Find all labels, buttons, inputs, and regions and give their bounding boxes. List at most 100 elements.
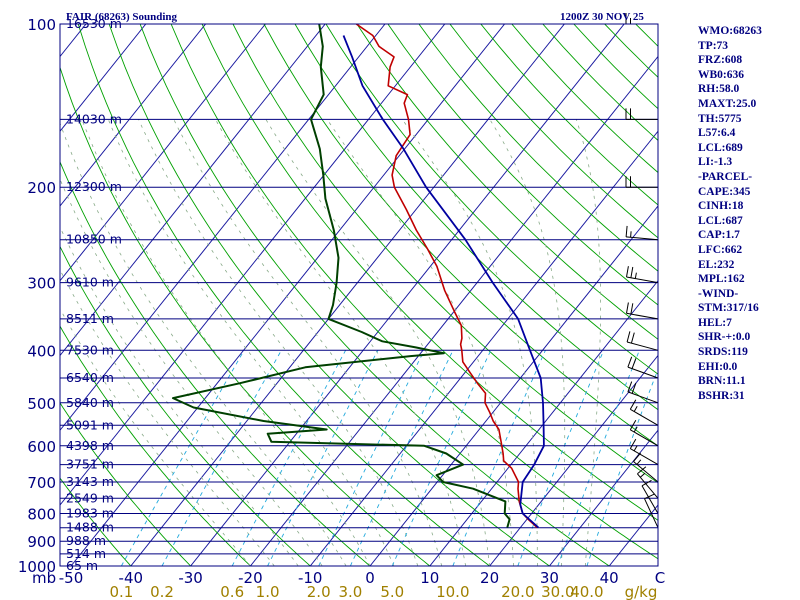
temperature-unit-label: C: [655, 569, 665, 587]
mixing-ratio-line: [121, 350, 245, 566]
isotherm-line: [130, 24, 565, 566]
wind-barb: [627, 381, 659, 404]
isotherm-line: [60, 24, 386, 432]
wind-barb: [641, 479, 659, 514]
height-label: 514 m: [66, 546, 106, 561]
pressure-tick-label: 700: [27, 474, 56, 492]
pressure-tick-label: 100: [27, 16, 56, 34]
wind-barb: [627, 356, 659, 379]
sounding-index-item: EL:232: [698, 258, 735, 271]
chart-datetime: 1200Z 30 NOV 25: [560, 11, 644, 23]
sounding-index-item: TH:5775: [698, 112, 742, 125]
sounding-index-item: STM:317/16: [698, 302, 759, 315]
sounding-index-item: -WIND-: [698, 287, 739, 300]
wind-barbs: [625, 13, 659, 528]
height-label: 5840 m: [66, 395, 114, 410]
mixing-ratio-tick-label: 5.0: [380, 583, 404, 600]
temperature-tick-label: 10: [420, 569, 439, 587]
thermo-grid: [0, 24, 658, 566]
sounding-index-item: WMO:68263: [698, 25, 762, 37]
mixing-ratio-tick-label: 0.6: [220, 583, 244, 600]
sounding-index-item: L57:6.4: [698, 127, 736, 140]
moist-adiabat-line: [60, 122, 347, 566]
temperature-line: [355, 24, 538, 529]
sounding-index-item: FRZ:608: [698, 54, 743, 67]
sounding-index-item: -PARCEL-: [698, 170, 753, 183]
moist-adiabat-line: [60, 178, 323, 566]
isobars: [60, 23, 658, 567]
isotherm-line: [369, 205, 658, 566]
height-label: 3751 m: [66, 457, 114, 472]
height-label: 5091 m: [66, 417, 114, 432]
moist-adiabat-line: [215, 119, 467, 566]
mixing-ratio-line: [517, 350, 605, 566]
moist-adiabat-line: [401, 119, 538, 566]
isotherm-line: [60, 24, 446, 506]
temperature-tick-label: 30: [540, 569, 559, 587]
height-label: 8511 m: [66, 311, 114, 326]
temperature-tick-label: -50: [59, 569, 84, 587]
moist-adiabat-line: [265, 119, 490, 566]
wind-barb: [633, 452, 659, 483]
wind-barb: [625, 176, 658, 188]
isotherm-line: [549, 429, 658, 566]
mixing-ratio-line: [231, 350, 346, 566]
height-label: 10850 m: [66, 232, 122, 247]
mixing-ratio-tick-label: 3.0: [338, 583, 362, 600]
height-label: 4398 m: [66, 438, 114, 453]
height-label: 65 m: [66, 558, 98, 573]
pressure-tick-label: 800: [27, 506, 56, 524]
isotherm-line: [60, 24, 147, 133]
moist-adiabat-line: [60, 308, 251, 566]
temperature-tick-label: -40: [119, 569, 144, 587]
parcel-line: [342, 35, 545, 529]
pressure-tick-label: 300: [27, 275, 56, 293]
mixing-ratio-tick-label: 0.2: [150, 583, 174, 600]
dry-adiabat-line: [170, 24, 658, 560]
chart-title: FAIR (68263) Sounding: [66, 11, 178, 23]
height-label: 3143 m: [66, 474, 114, 489]
moist-adiabat-line: [173, 119, 443, 566]
mixing-ratio-tick-label: 1.0: [256, 583, 280, 600]
pressure-unit-label: mb: [32, 569, 56, 587]
moist-adiabat-line: [60, 269, 275, 566]
sounding-index-item: LCL:689: [698, 141, 743, 154]
pressure-tick-label: 500: [27, 395, 56, 413]
moist-adiabat-line: [489, 119, 566, 566]
isotherm-line: [60, 24, 266, 282]
dewpoint-line: [172, 24, 511, 528]
isotherm-line: [70, 24, 505, 566]
mixing-ratio-line: [161, 350, 282, 566]
mixing-ratio-line: [452, 350, 546, 566]
height-label: 16530 m: [66, 16, 122, 31]
pressure-tick-label: 200: [27, 179, 56, 197]
pressure-tick-label: 400: [27, 342, 56, 360]
height-label: 2549 m: [66, 490, 114, 505]
pressure-tick-label: 600: [27, 438, 56, 456]
height-label: 1983 m: [66, 506, 114, 521]
wind-barb: [625, 225, 659, 241]
sounding-index-item: CINH:18: [698, 200, 744, 213]
wind-barb: [629, 399, 659, 426]
axis-labels: 16530 m 14030 m 12300 m 10850 m 9610 m 8511 m…: [18, 16, 665, 600]
sounding-index-item: SRDS:119: [698, 346, 748, 359]
height-label: 14030 m: [66, 111, 122, 126]
sounding-index-item: TP:73: [698, 39, 729, 52]
temperature-tick-label: 40: [600, 569, 619, 587]
wind-barb: [626, 331, 659, 351]
isotherm-line: [0, 24, 26, 566]
pressure-tick-label: 900: [27, 533, 56, 551]
wind-barb: [625, 108, 658, 120]
sounding-indices: WMO:68263 TP:73 FRZ:608 WB0:636 RH:58.0 MAXT:…: [698, 24, 798, 403]
isotherm-line: [60, 24, 326, 357]
mixing-ratio-unit-label: g/kg: [625, 583, 658, 600]
temperature-tick-label: -10: [298, 569, 323, 587]
dry-adiabat-line: [77, 24, 490, 566]
height-label: 6540 m: [66, 370, 114, 385]
sounding-index-item: HEL:7: [698, 316, 732, 329]
height-label: 988 m: [66, 533, 106, 548]
isotherm-line: [309, 130, 658, 566]
isotherm-line: [190, 24, 625, 566]
height-label: 1488 m: [66, 520, 114, 535]
sounding-index-item: CAPE:345: [698, 185, 751, 198]
